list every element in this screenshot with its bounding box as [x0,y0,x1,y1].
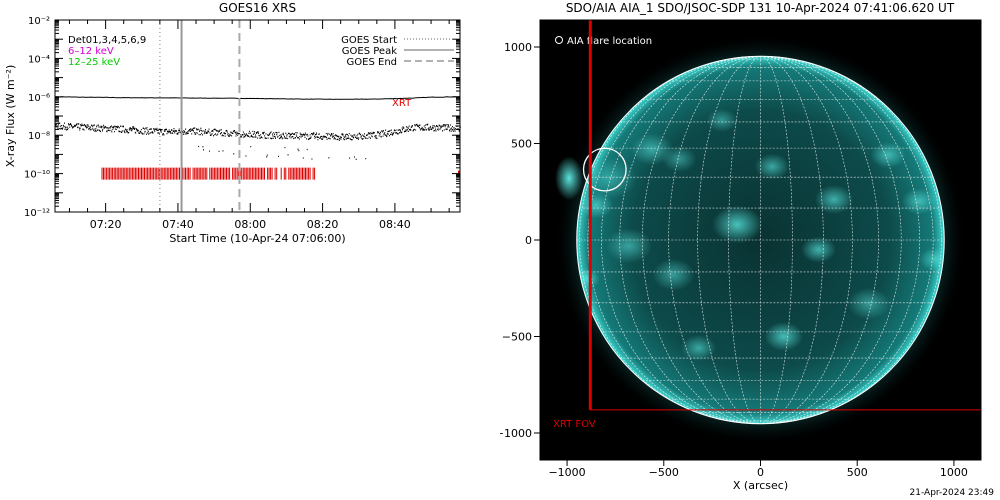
longitude-line [760,55,942,425]
active-regions [576,108,945,362]
xrt-label: XRT [392,98,412,109]
active-region [706,108,738,132]
flare-legend-label: AIA flare location [567,36,652,47]
aia-image-title: SDO/AIA AIA_1 SDO/JSOC-SDP 131 10-Apr-20… [565,1,955,15]
y-tick-label: 10⁻⁴ [28,54,50,65]
goes-short-channel-line [55,122,461,160]
longitude-line [760,55,920,425]
y-tick-label: −1000 [500,427,532,440]
longitude-line [601,55,761,425]
active-region [814,184,854,214]
legend-right-entry: GOES End [347,57,397,68]
x-tick-label: 0 [757,466,764,479]
generation-timestamp: 21-Apr-2024 23:49 [909,488,994,498]
legend-left-entry: Det01,3,4,5,6,9 [68,35,146,46]
x-tick-label: 07:20 [90,218,122,231]
y-tick-label: 10⁻⁶ [28,93,50,104]
y-tick-label: 10⁻¹² [24,208,50,219]
x-tick-label: 08:00 [234,218,266,231]
y-tick-label: 10⁻² [28,16,50,27]
x-tick-label: −500 [649,466,679,479]
active-region [801,236,836,263]
active-region [847,287,891,320]
legend-left-entry: 6–12 keV [68,46,114,57]
goes-plot-frame [54,19,461,213]
active-region [578,192,614,219]
active-region [661,145,697,173]
longitude-line [728,55,761,425]
legend-right-entry: GOES Start [341,35,397,46]
longitude-line [760,55,853,425]
y-axis-label: X-ray Flux (W m⁻²) [4,65,17,167]
active-region [754,153,790,180]
longitude-line [668,55,761,425]
legend-left-entry: 12–25 keV [68,57,120,68]
active-region [901,188,937,215]
heliographic-grid [576,55,945,425]
x-tick-label: 500 [847,466,868,479]
y-tick-label: 10⁻¹⁰ [24,170,50,181]
longitude-line [619,55,761,425]
longitude-line [579,55,761,425]
x-tick-label: 1000 [940,466,968,479]
longitude-line [642,55,761,425]
longitude-line [760,55,793,425]
solar-limb [576,55,945,425]
active-region [764,321,804,351]
active-region [652,258,695,291]
active-region [681,335,717,362]
y-tick-label: −500 [502,330,532,343]
flare-location-circle [582,147,627,192]
goes-xrs-chart: XRT 10⁻¹² 10⁻¹⁰ 10⁻⁸ 10⁻⁶ 10⁻⁴ 10⁻² 07:20 07:40 0… [4,16,461,245]
x-axis-label: Start Time (10-Apr-24 07:06:00) [169,232,345,245]
xrt-fov-label: XRT FOV [553,419,596,430]
x-axis-label: X (arcsec) [733,479,788,492]
goes-long-channel-line [54,96,461,100]
y-tick-label: 0 [525,234,532,247]
legend-right-entry: GOES Peak [342,46,397,57]
x-tick-label: 08:40 [379,218,411,231]
x-tick-label: 08:20 [307,218,339,231]
xrt-observation-ticks [101,167,316,180]
aia-image [540,20,981,460]
active-region [870,142,906,169]
aia-image-chart: AIA flare location XRT FOV −1000 −500 0 500 10… [500,19,982,492]
goes-plot-title: GOES16 XRS [218,1,297,15]
flare-legend-symbol [555,36,563,44]
active-region [712,205,763,244]
longitude-line [760,55,879,425]
y-tick-label: 10⁻⁸ [28,131,50,142]
x-tick-label: 07:40 [162,218,194,231]
limb-brightening [555,156,584,201]
y-tick-label: 1000 [504,41,532,54]
longitude-line [760,55,902,425]
y-tick-label: 500 [511,138,532,151]
x-tick-label: −1000 [548,466,585,479]
active-region [605,228,653,264]
